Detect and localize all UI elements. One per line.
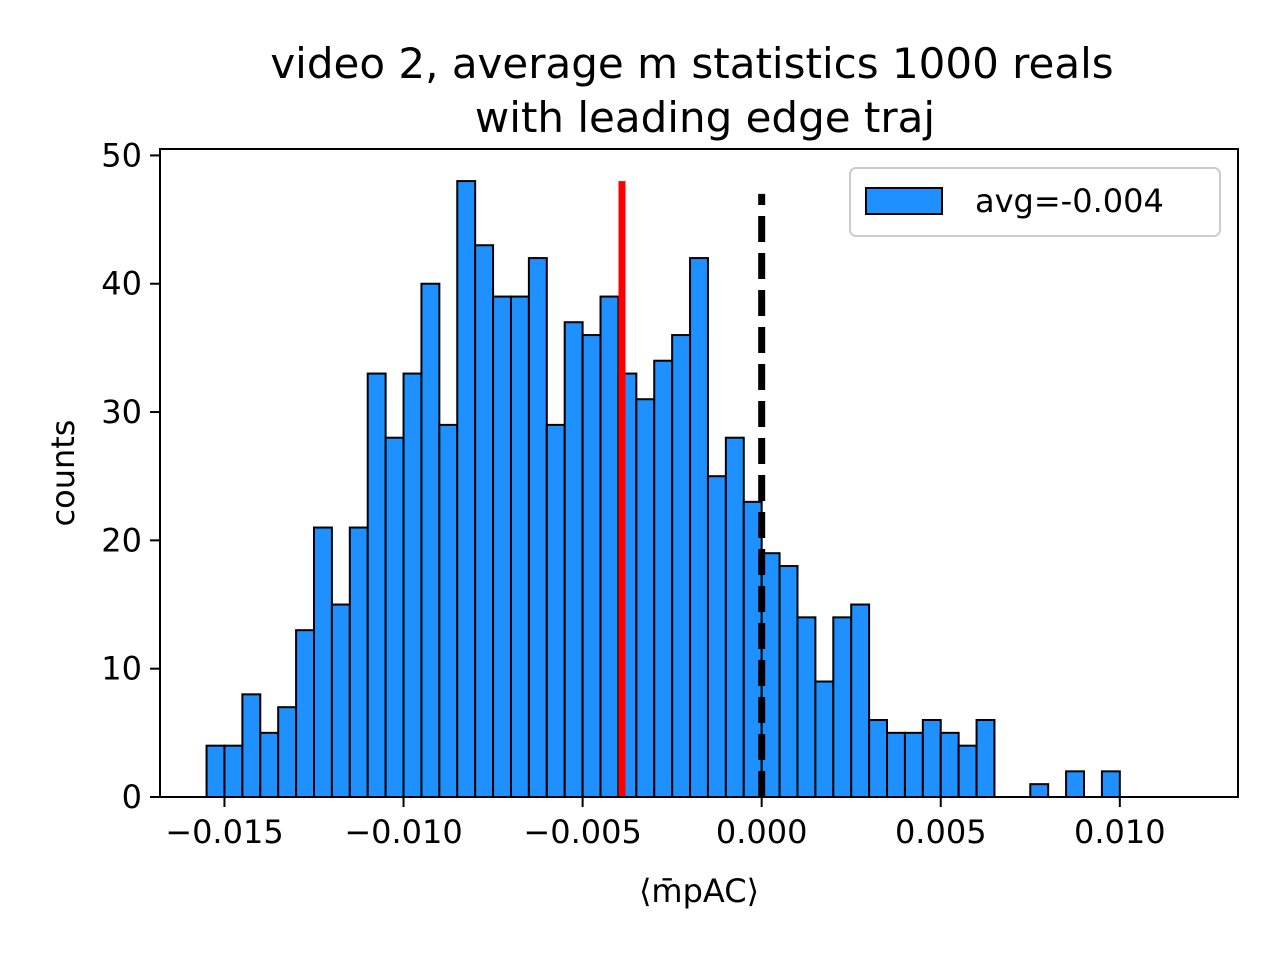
legend-box <box>849 167 1221 237</box>
chart-title-line-2: with leading edge traj <box>475 93 935 142</box>
histogram-bar <box>330 603 351 799</box>
histogram-bar <box>241 693 262 799</box>
y-tick-label: 10 <box>101 650 142 688</box>
histogram-bar <box>939 731 960 799</box>
histogram-bar <box>313 526 333 798</box>
histogram-bar <box>295 629 315 798</box>
plot-frame <box>159 148 1239 798</box>
legend-swatch <box>865 187 943 215</box>
histogram-bar <box>259 731 280 799</box>
y-tick-label: 40 <box>101 265 142 303</box>
legend-label: avg=-0.004 <box>975 182 1164 220</box>
histogram-bar <box>689 257 709 798</box>
histogram-bar <box>545 423 566 798</box>
histogram-bar <box>581 334 602 798</box>
histogram-bar <box>438 423 459 798</box>
x-tick-label: 0.000 <box>716 813 808 851</box>
histogram-bar <box>277 706 298 799</box>
histogram-bar <box>563 321 584 798</box>
y-tick-label: 30 <box>101 393 142 431</box>
histogram-bar <box>402 372 423 798</box>
histogram-bar <box>456 180 477 798</box>
y-axis-label: counts <box>44 420 82 527</box>
histogram-bar <box>850 603 871 799</box>
histogram-bar <box>706 475 727 798</box>
histogram-bar <box>671 334 692 798</box>
y-tick-label: 20 <box>101 521 142 559</box>
histogram-bar <box>474 244 495 799</box>
reference-lines <box>618 181 766 797</box>
x-tick-label: −0.005 <box>523 813 641 851</box>
x-tick-label: 0.010 <box>1074 813 1166 851</box>
chart-title-line-1: video 2, average m statistics 1000 reals <box>270 39 1113 88</box>
x-tick-label: −0.010 <box>344 813 462 851</box>
histogram-bar <box>957 744 978 799</box>
histogram-bar <box>796 616 817 799</box>
histogram-bar <box>975 719 996 798</box>
x-axis-ticks: −0.015 −0.010 −0.005 0.000 0.005 0.010 <box>165 797 1166 851</box>
histogram-bar <box>205 744 226 799</box>
histogram-bar <box>653 359 674 798</box>
histogram-bar <box>599 295 620 798</box>
histogram-bar <box>778 565 799 799</box>
histogram-bar <box>868 719 889 798</box>
histogram-bar <box>509 295 530 798</box>
histogram-bar <box>492 295 512 798</box>
legend: avg=-0.004 <box>849 167 1221 237</box>
histogram-bar <box>635 398 656 798</box>
x-tick-label: 0.005 <box>895 813 987 851</box>
histogram-bar <box>223 744 244 799</box>
histogram-bar <box>1065 770 1085 798</box>
histogram-bar <box>348 526 369 798</box>
histogram-bars <box>205 180 1121 799</box>
histogram-bar <box>420 282 441 798</box>
histogram-bar <box>724 436 745 798</box>
histogram-bar <box>1100 770 1121 798</box>
histogram-bar <box>814 680 835 798</box>
y-tick-label: 50 <box>101 136 142 174</box>
y-tick-label: 0 <box>122 778 142 816</box>
histogram-bar <box>1029 783 1050 799</box>
histogram-bar <box>527 257 548 798</box>
y-axis-ticks: 0 10 20 30 40 50 <box>101 136 160 816</box>
x-tick-label: −0.015 <box>165 813 283 851</box>
x-axis-label: ⟨m̄pAC⟩ <box>639 872 759 910</box>
histogram-bar <box>921 719 942 798</box>
histogram-bar <box>832 616 853 799</box>
histogram-bar <box>886 731 906 799</box>
histogram-bar <box>366 372 387 798</box>
histogram-bar <box>903 731 924 799</box>
histogram-bar <box>384 436 405 798</box>
